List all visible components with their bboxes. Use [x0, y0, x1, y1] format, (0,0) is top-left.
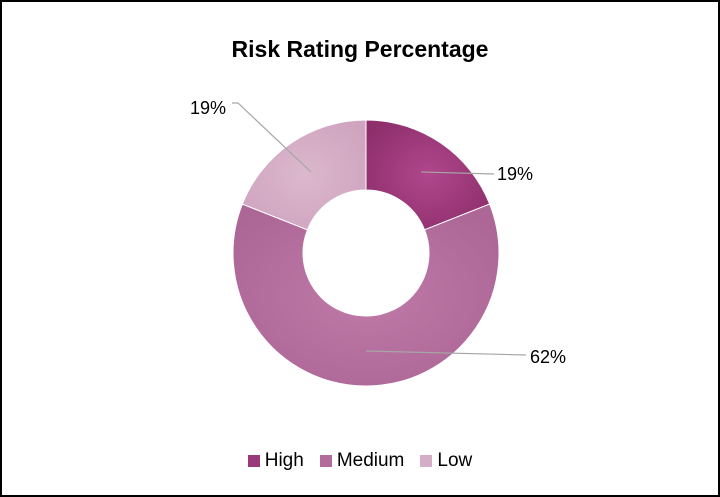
leader-line-medium — [365, 350, 527, 356]
legend-item-high: High — [247, 450, 304, 472]
leader-line-low — [232, 102, 312, 173]
chart-legend: High Medium Low — [2, 450, 718, 472]
legend-label-medium: Medium — [336, 450, 405, 471]
legend-swatch-low — [420, 455, 433, 467]
legend-item-medium: Medium — [319, 450, 405, 472]
leader-line-high — [421, 171, 495, 175]
legend-swatch-high — [247, 455, 260, 467]
data-label-low: 19% — [190, 98, 226, 118]
data-label-high: 19% — [497, 164, 533, 184]
legend-swatch-medium — [319, 455, 332, 467]
data-label-medium: 62% — [530, 347, 566, 367]
doughnut-slice-low — [241, 119, 367, 231]
legend-label-high: High — [264, 450, 304, 471]
chart-title: Risk Rating Percentage — [231, 36, 489, 62]
legend-item-low: Low — [420, 450, 472, 472]
doughnut-slice-medium — [232, 203, 500, 387]
doughnut-slice-high — [365, 119, 491, 231]
legend-label-low: Low — [437, 450, 473, 471]
